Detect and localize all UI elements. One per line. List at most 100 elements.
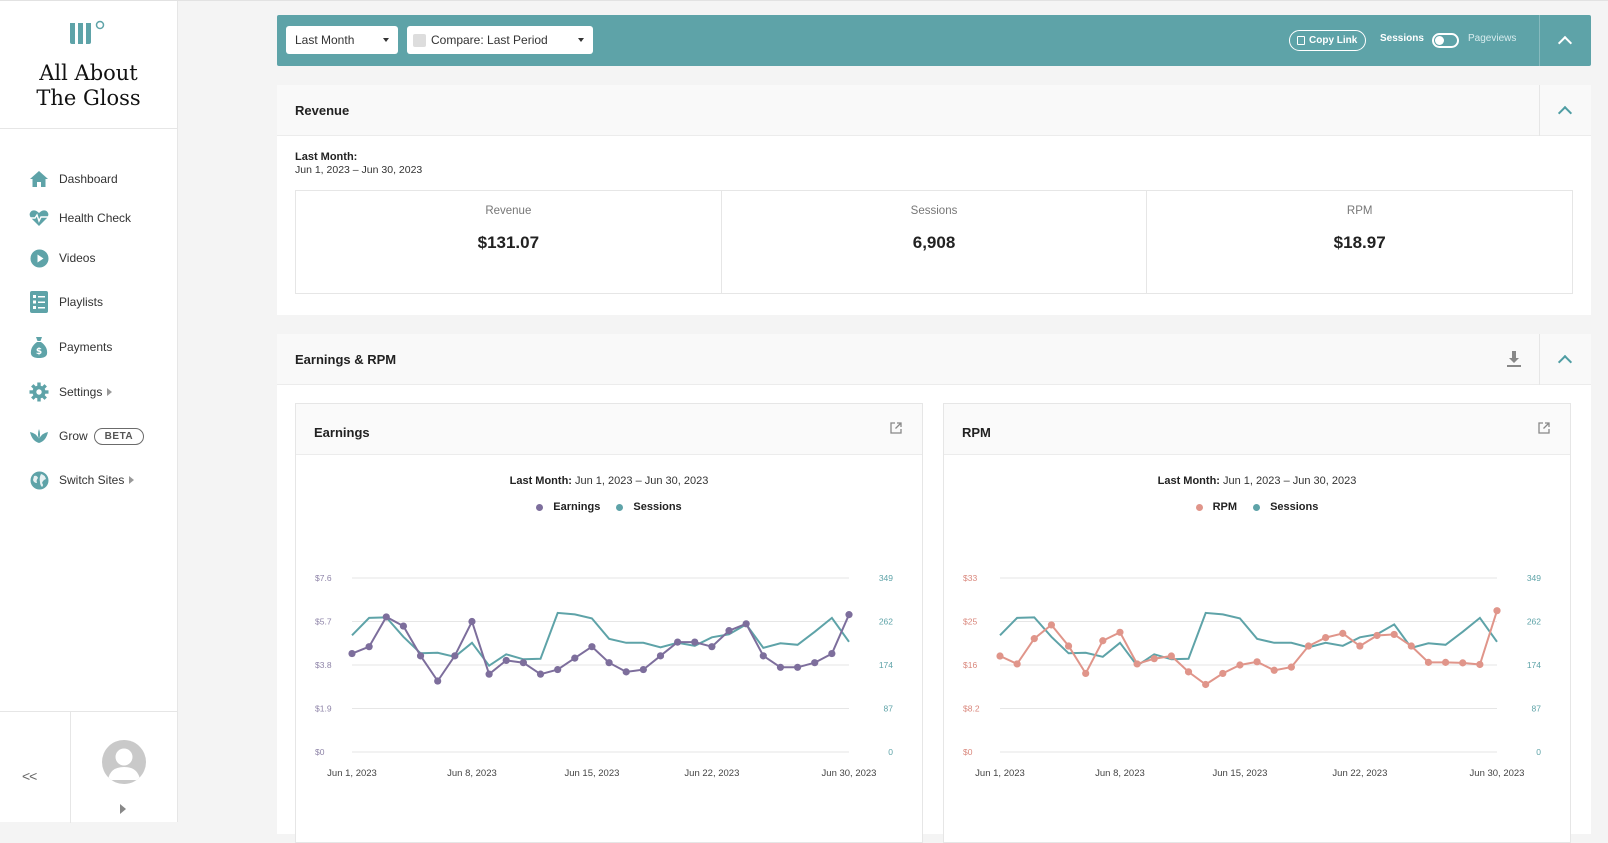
site-name-line-2: The Gloss <box>36 86 141 110</box>
data-point-earnings <box>519 659 527 667</box>
data-point-rpm <box>1373 631 1381 640</box>
chart-subtitle-label: Last Month: <box>509 475 572 487</box>
data-point-rpm <box>1202 680 1210 689</box>
data-point-rpm <box>1167 652 1175 660</box>
leaf-icon <box>28 425 50 447</box>
sidebar-item-dashboard[interactable]: Dashboard <box>28 167 118 191</box>
user-icon <box>108 748 140 780</box>
sidebar: All About The Gloss Dashboard Health Che… <box>0 1 178 823</box>
data-point-earnings <box>759 652 767 660</box>
filter-toolbar: Last Month Compare: Last Period Copy Lin… <box>277 15 1591 66</box>
y-right-tick-label: 0 <box>1536 747 1541 757</box>
x-tick-label: Jun 22, 2023 <box>1332 768 1387 779</box>
data-point-earnings <box>674 638 682 646</box>
y-left-tick-label: $0 <box>963 747 973 757</box>
y-left-tick-label: $0 <box>315 747 325 757</box>
y-left-tick-label: $16 <box>963 660 977 670</box>
collapse-sidebar-button[interactable]: << <box>22 768 37 784</box>
copy-link-label: Copy Link <box>1309 35 1358 46</box>
kpi-value: 6,908 <box>912 233 956 252</box>
legend-label: Sessions <box>633 501 682 513</box>
y-right-tick-label: 262 <box>879 617 893 627</box>
heartbeat-icon <box>28 207 50 229</box>
account-menu-caret-icon[interactable] <box>120 804 126 814</box>
data-point-rpm <box>1064 642 1073 650</box>
external-link-icon[interactable] <box>890 422 902 434</box>
data-point-rpm <box>1116 628 1124 636</box>
caret-right-icon <box>107 388 113 396</box>
data-point-rpm <box>1253 658 1261 666</box>
data-point-earnings <box>742 620 750 628</box>
data-point-rpm <box>1013 660 1021 668</box>
x-tick-label: Jun 8, 2023 <box>447 768 497 779</box>
footer-divider <box>70 712 71 823</box>
kpi-value: $18.97 <box>1333 233 1386 252</box>
svg-text:$: $ <box>36 347 42 357</box>
sidebar-item-health-check[interactable]: Health Check <box>28 206 131 230</box>
data-point-earnings <box>776 663 785 671</box>
y-right-tick-label: 174 <box>879 660 893 670</box>
collapse-revenue-chevron-up-icon[interactable] <box>1557 105 1573 121</box>
chart-subtitle-dates: Jun 1, 2023 – Jun 30, 2023 <box>1223 475 1357 487</box>
data-point-earnings <box>793 663 802 671</box>
sidebar-item-settings[interactable]: Settings <box>28 380 113 404</box>
sidebar-item-payments[interactable]: $ Payments <box>28 335 112 359</box>
period-select[interactable]: Last Month <box>286 26 398 54</box>
data-point-rpm <box>1030 635 1038 643</box>
avatar[interactable] <box>102 740 146 784</box>
period-select-value: Last Month <box>295 33 355 47</box>
compare-select[interactable]: Compare: Last Period <box>407 26 593 54</box>
legend-label: RPM <box>1212 501 1238 513</box>
download-icon[interactable] <box>1507 351 1521 367</box>
rpm-card-title: RPM <box>962 425 991 440</box>
data-point-rpm <box>1339 629 1347 637</box>
data-point-earnings <box>485 670 493 678</box>
legend-label: Sessions <box>1270 501 1319 513</box>
data-point-earnings <box>828 649 836 658</box>
sidebar-item-label: Payments <box>59 340 113 354</box>
sessions-pageviews-toggle[interactable] <box>1432 33 1459 48</box>
compare-checkbox[interactable] <box>413 33 426 47</box>
kpi-label: RPM <box>1346 205 1373 217</box>
header-divider <box>1539 85 1540 136</box>
collapse-earnings-chevron-up-icon[interactable] <box>1557 354 1573 370</box>
sidebar-item-switch-sites[interactable]: Switch Sites <box>28 468 135 492</box>
toggle-knob <box>1435 36 1444 45</box>
x-tick-label: Jun 1, 2023 <box>327 768 377 779</box>
legend-item-sessions[interactable]: Sessions <box>1253 501 1318 513</box>
sidebar-item-grow[interactable]: Grow BETA <box>28 424 145 448</box>
gear-icon <box>28 381 50 403</box>
data-point-rpm <box>1099 637 1107 645</box>
data-point-rpm <box>1150 655 1158 663</box>
site-name: All About The Gloss <box>0 61 177 111</box>
legend-dot <box>1195 503 1203 511</box>
legend-item-sessions[interactable]: Sessions <box>616 501 682 513</box>
sidebar-item-playlists[interactable]: Playlists <box>28 290 103 314</box>
kpi-summary: Revenue $131.07 Sessions 6,908 RPM $18.9… <box>295 190 1573 294</box>
y-right-tick-label: 87 <box>884 704 894 714</box>
kpi-value: $131.07 <box>477 233 540 252</box>
play-circle-icon <box>28 247 50 269</box>
x-tick-label: Jun 1, 2023 <box>975 768 1025 779</box>
legend-dot <box>536 503 544 511</box>
kpi-label: Revenue <box>485 205 532 217</box>
sidebar-item-label: Settings <box>59 385 103 399</box>
external-link-icon[interactable] <box>1538 422 1550 434</box>
kpi-revenue: Revenue $131.07 <box>296 191 722 293</box>
legend-item-earnings[interactable]: Earnings <box>536 501 600 513</box>
legend-item-rpm[interactable]: RPM <box>1195 501 1238 513</box>
data-point-earnings <box>845 611 853 619</box>
copy-link-button[interactable]: Copy Link <box>1289 30 1367 51</box>
sidebar-item-videos[interactable]: Videos <box>28 246 95 270</box>
chart-legend: Earnings Sessions <box>296 501 922 513</box>
earnings-rpm-panel-title: Earnings & RPM <box>295 352 397 367</box>
data-point-rpm <box>1493 607 1501 615</box>
earnings-card-header: Earnings <box>296 404 922 455</box>
collapse-toolbar-chevron-up-icon[interactable] <box>1557 35 1573 51</box>
copy-icon <box>1297 36 1305 45</box>
period-dates: Jun 1, 2023 – Jun 30, 2023 <box>295 164 423 176</box>
data-point-earnings <box>382 613 390 621</box>
kpi-rpm: RPM $18.97 <box>1147 191 1572 293</box>
beta-badge: BETA <box>93 427 145 445</box>
data-point-earnings <box>605 659 613 667</box>
